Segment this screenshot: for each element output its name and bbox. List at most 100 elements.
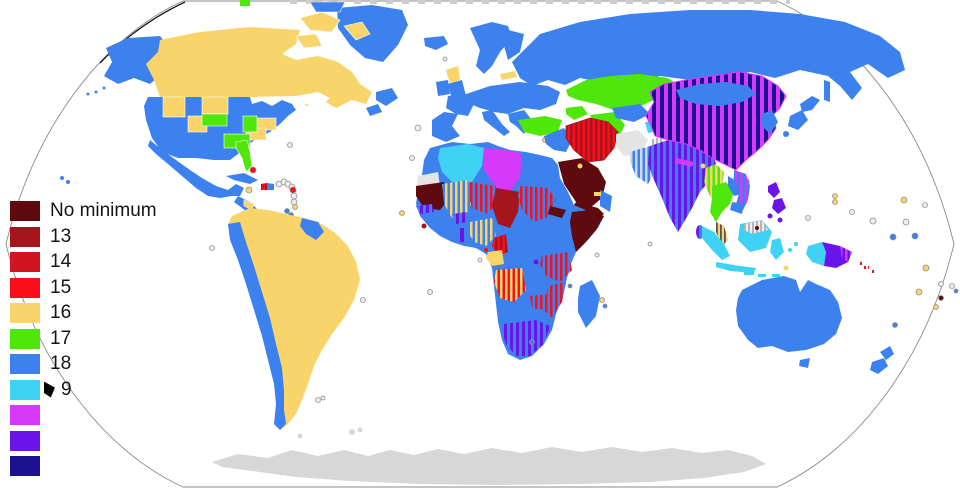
legend-label: No minimum <box>50 200 157 221</box>
region-iberia <box>432 112 460 142</box>
region-madagascar <box>578 280 600 328</box>
legend-swatch <box>10 252 40 272</box>
region-south-america-16 <box>228 208 360 430</box>
region-nepal <box>675 158 694 167</box>
region-sudan <box>518 186 556 222</box>
legend-label: 14 <box>50 251 72 272</box>
region-korea <box>762 110 778 134</box>
region-florida <box>235 139 253 173</box>
region-solomons <box>858 262 875 273</box>
region-australia <box>736 276 842 352</box>
us-states-17 <box>201 113 258 173</box>
legend-item <box>10 430 157 451</box>
region-west-papua <box>806 242 826 266</box>
legend-item: 17 <box>10 327 157 349</box>
region-eritrea <box>548 206 566 218</box>
us-states-16 <box>162 96 277 141</box>
region-uzbekistan <box>612 104 650 122</box>
pacific-island-dots <box>647 193 959 328</box>
legend-swatch <box>10 456 40 476</box>
outline-topleft-arc <box>99 1 186 64</box>
region-java <box>716 262 756 273</box>
region-kuwait <box>577 163 583 169</box>
region-vietnam <box>734 170 750 212</box>
legend-item: 18 <box>10 354 157 374</box>
legend-label: 9 <box>61 378 72 400</box>
legend-label: 17 <box>50 327 72 349</box>
region-sakhalin <box>824 80 830 102</box>
legend-item: 13 <box>10 226 157 247</box>
region-somalia <box>570 210 604 252</box>
region-mongolia <box>676 82 756 106</box>
legend-item: 16 <box>10 303 157 323</box>
legend-swatch <box>10 354 40 374</box>
legend-swatch <box>10 379 40 400</box>
region-iceland <box>424 36 448 50</box>
region-zimbabwe <box>530 294 548 310</box>
region-canada <box>146 27 372 108</box>
region-cameroon <box>492 234 508 256</box>
great-lakes <box>296 92 330 106</box>
region-finland <box>504 30 524 60</box>
region-mexico <box>148 140 244 198</box>
legend-swatch <box>10 226 40 247</box>
legend-swatch <box>10 405 40 425</box>
region-thailand <box>710 182 734 222</box>
legend-label: 15 <box>50 276 72 298</box>
region-scotland <box>446 66 460 84</box>
region-faroe <box>442 56 448 62</box>
lesser-sunda <box>744 242 798 277</box>
region-iran <box>565 117 619 163</box>
region-philippines <box>767 182 786 223</box>
region-new-zealand <box>870 346 894 374</box>
region-gabon <box>486 250 504 266</box>
region-france <box>446 94 474 116</box>
europe <box>424 22 560 143</box>
legend-item: 15 <box>10 276 157 298</box>
region-libya <box>484 148 522 192</box>
region-japan <box>783 96 820 137</box>
region-chad <box>492 188 520 228</box>
region-algeria <box>438 144 484 186</box>
region-togo-benin <box>460 228 464 242</box>
africa-island-dots <box>399 124 608 309</box>
region-baltics <box>500 71 517 80</box>
region-uae <box>594 192 601 196</box>
region-burundi <box>533 259 539 265</box>
region-burkina <box>452 212 468 224</box>
region-levant-iraq <box>544 128 572 152</box>
south-america <box>209 208 433 430</box>
region-turkey <box>518 116 562 136</box>
region-senegal <box>416 204 434 214</box>
legend-item: 14 <box>10 252 157 272</box>
north-america <box>60 0 408 224</box>
legend-item <box>10 456 157 476</box>
region-andes-west-18 <box>228 222 286 430</box>
legend-label: 16 <box>50 302 72 323</box>
region-central-europe <box>466 82 560 114</box>
canada-east-blue <box>366 88 398 116</box>
region-malay-peninsula <box>716 222 728 246</box>
legend-item: No minimum <box>10 201 157 221</box>
canada-arctic-islands <box>240 0 371 49</box>
region-eq-guinea <box>484 248 488 252</box>
aleutian-islands <box>86 86 106 96</box>
region-caucasus <box>566 106 588 120</box>
region-italy <box>482 110 510 136</box>
region-brunei <box>755 226 759 230</box>
legend: No minimum 13 14 15 16 17 18 9 <box>10 201 157 482</box>
region-mauritania <box>416 182 448 210</box>
oceania <box>647 182 959 374</box>
legend-swatch <box>10 430 40 451</box>
region-sierra-leone <box>421 223 427 229</box>
antarctica <box>212 427 766 485</box>
region-scandinavia <box>470 22 512 74</box>
region-sumatra <box>702 226 730 260</box>
legend-swatch <box>10 328 40 349</box>
region-cambodia <box>730 202 744 214</box>
region-greenland <box>337 5 408 62</box>
legend-swatch <box>10 277 40 298</box>
region-dominican-republic <box>267 183 274 190</box>
